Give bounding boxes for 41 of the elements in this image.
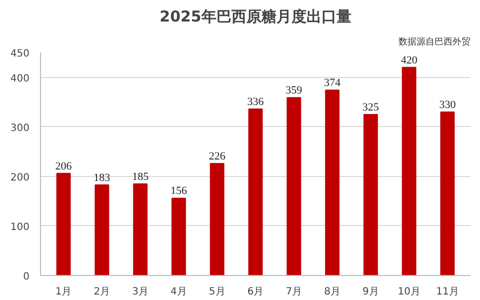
x-tick-label: 10月	[398, 286, 420, 298]
x-tick-label: 4月	[170, 286, 187, 298]
bar	[210, 163, 224, 276]
bar	[325, 90, 340, 276]
data-label: 156	[170, 185, 188, 198]
data-label: 183	[94, 172, 111, 184]
data-label: 336	[247, 96, 264, 108]
bar	[171, 198, 186, 276]
data-label: 420	[400, 54, 418, 66]
x-tick-label: 2月	[94, 286, 110, 298]
text: 数据源自巴西外贸	[398, 36, 470, 48]
bar	[286, 97, 302, 276]
data-label: 325	[362, 101, 380, 114]
bar	[402, 66, 416, 276]
chart-title: 2025年巴西原糖月度出口量	[160, 8, 352, 26]
x-tick-label: 11月	[436, 286, 459, 298]
x-tick-label: 3月	[132, 286, 149, 298]
data-label: 359	[286, 84, 303, 97]
bar	[133, 183, 148, 276]
x-tick-label: 1月	[55, 286, 72, 298]
bar	[94, 184, 110, 276]
data-label: 374	[324, 77, 342, 90]
y-tick-label: 200	[10, 172, 30, 184]
data-label: 226	[208, 150, 226, 163]
bar	[56, 172, 71, 276]
x-tick-label: 8月	[324, 286, 340, 298]
x-tick-label: 7月	[286, 286, 302, 298]
y-tick-label: 0	[23, 272, 30, 282]
data-label: 185	[132, 170, 150, 183]
x-tick-label: 9月	[362, 286, 379, 298]
y-tick-label: 300	[10, 122, 30, 134]
y-tick-label: 100	[10, 222, 30, 233]
bar	[248, 108, 263, 276]
bar	[363, 114, 378, 276]
x-tick-label: 6月	[247, 286, 264, 298]
bar	[440, 111, 455, 276]
y-tick-label: 400	[10, 73, 30, 84]
data-label: 206	[55, 160, 72, 172]
x-tick-label: 5月	[208, 286, 226, 298]
data-label: 330	[439, 98, 456, 111]
y-tick-label: 450	[10, 48, 30, 60]
